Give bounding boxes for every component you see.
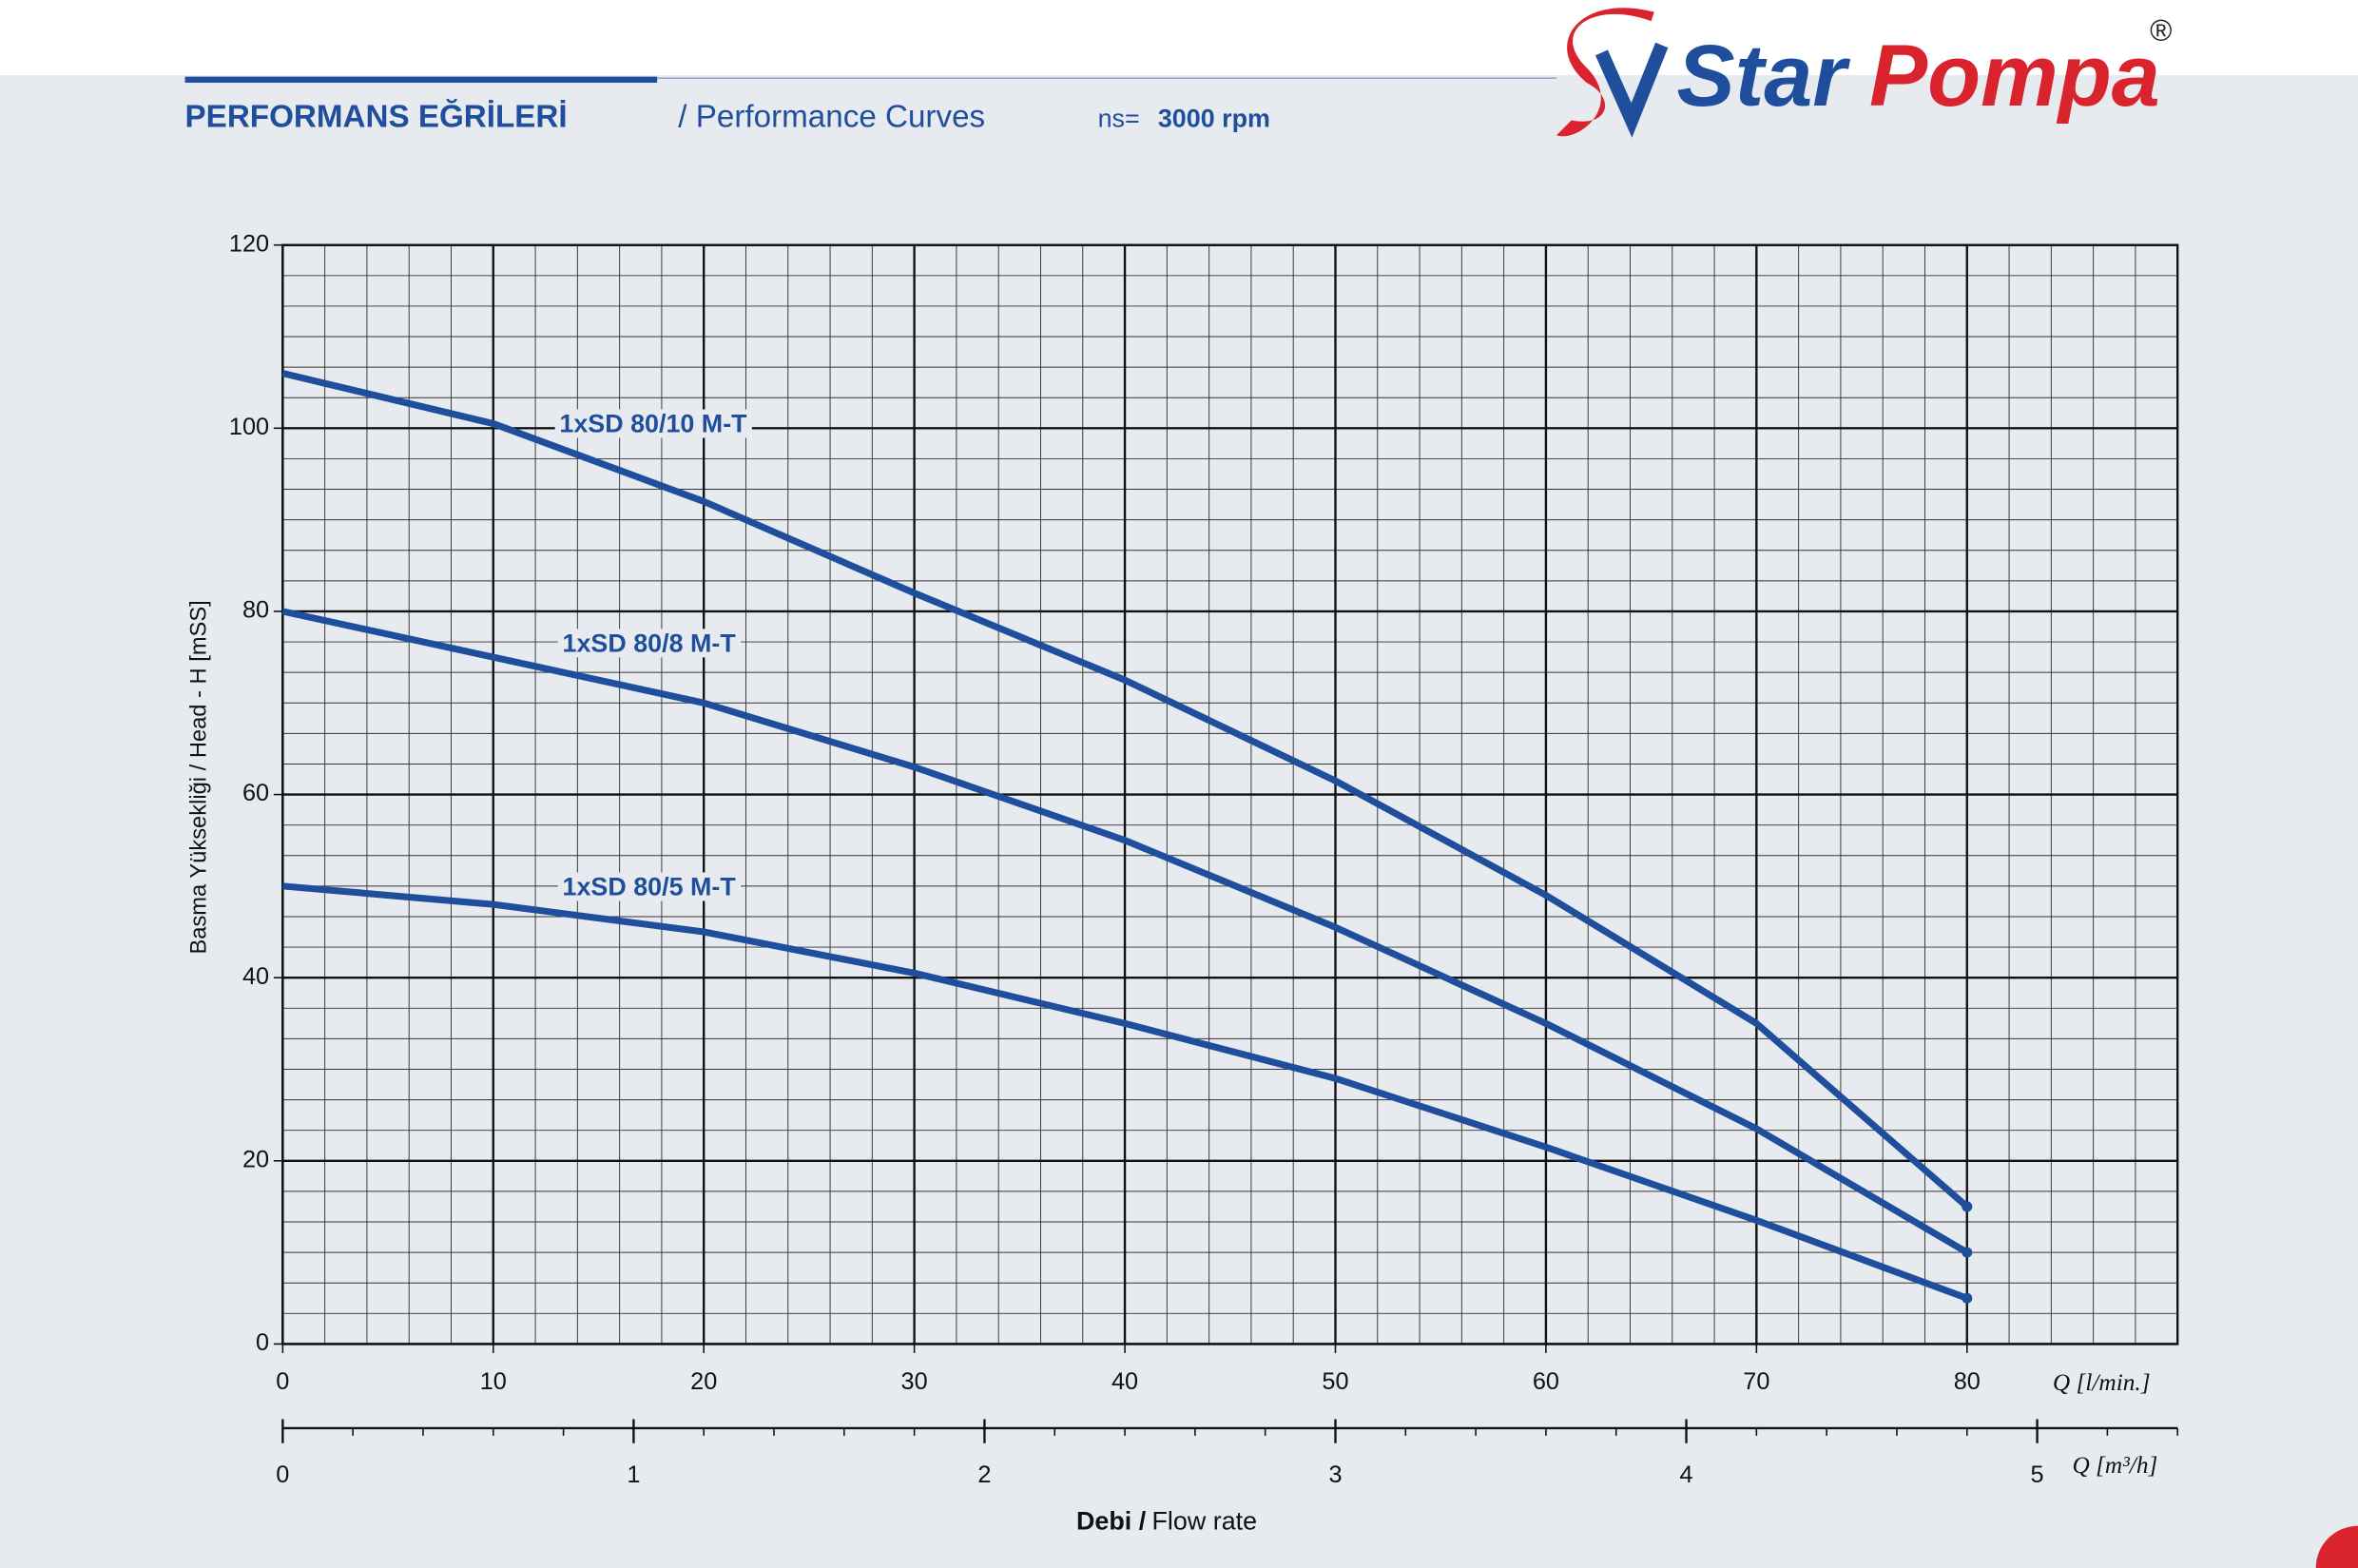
logo-mark (1595, 42, 1669, 138)
x-tick-label: 20 (690, 1368, 717, 1395)
x2-tick-label: 5 (2031, 1462, 2044, 1488)
y-tick-label: 0 (256, 1329, 269, 1356)
curve (282, 882, 1969, 1302)
curve (281, 370, 1970, 1210)
chart-subtitle: / Performance Curves (678, 100, 985, 135)
header-rule (184, 76, 658, 83)
x2-tick-label: 2 (977, 1462, 991, 1488)
speed-value: 3000 rpm (1158, 105, 1270, 133)
x-tick-label: 0 (276, 1368, 289, 1395)
logo-registered: ® (2150, 13, 2172, 48)
x2-tick-label: 4 (1679, 1462, 1692, 1488)
header-band (0, 0, 2358, 76)
y-tick-label: 40 (242, 963, 269, 990)
x-axis-label: Q [l/min.] (2053, 1369, 2151, 1396)
series-label: 1xSD 80/10 M-T (559, 410, 747, 438)
curve-end (1962, 1292, 1973, 1304)
x-tick-label: 50 (1322, 1368, 1348, 1395)
curve-end (1962, 1201, 1973, 1212)
footer: Flow rate (1152, 1507, 1258, 1536)
y-tick-label: 60 (242, 780, 269, 806)
x-tick-label: 40 (1111, 1368, 1138, 1395)
series-label: 1xSD 80/8 M-T (563, 629, 737, 657)
series-label-bg (557, 629, 742, 658)
series-label: 1xSD 80/5 M-T (563, 872, 737, 900)
y-tick-label: 20 (242, 1146, 269, 1172)
x-tick-label: 30 (901, 1368, 928, 1395)
logo-word1: Star (1677, 28, 1851, 125)
chart-title: PERFORMANS EĞRİLERİ (185, 99, 568, 135)
x-tick-label: 70 (1743, 1368, 1769, 1395)
y-axis-label: Basma Yüksekliği / Head - H [mSS] (187, 600, 212, 954)
x-tick-label: 60 (1533, 1368, 1559, 1395)
x2-tick-label: 3 (1328, 1462, 1342, 1488)
series-label-bg (557, 872, 742, 901)
x-tick-label: 80 (1954, 1368, 1981, 1395)
x2-tick-label: 1 (627, 1462, 640, 1488)
x2-axis-label: Q [m³/h] (2072, 1452, 2157, 1479)
logo-word2: Pompa (1869, 28, 2160, 125)
speed-label: ns= (1098, 105, 1140, 133)
curve (281, 608, 1969, 1256)
corner-badge (2315, 1525, 2358, 1568)
series-label-bg (554, 409, 752, 438)
x-tick-label: 10 (480, 1368, 507, 1395)
y-tick-label: 120 (229, 230, 269, 257)
y-tick-label: 100 (229, 414, 269, 440)
y-tick-label: 80 (242, 597, 269, 624)
curve-end (1962, 1247, 1973, 1258)
footer-bold: Debi / (1076, 1507, 1147, 1536)
x2-tick-label: 0 (276, 1462, 289, 1488)
